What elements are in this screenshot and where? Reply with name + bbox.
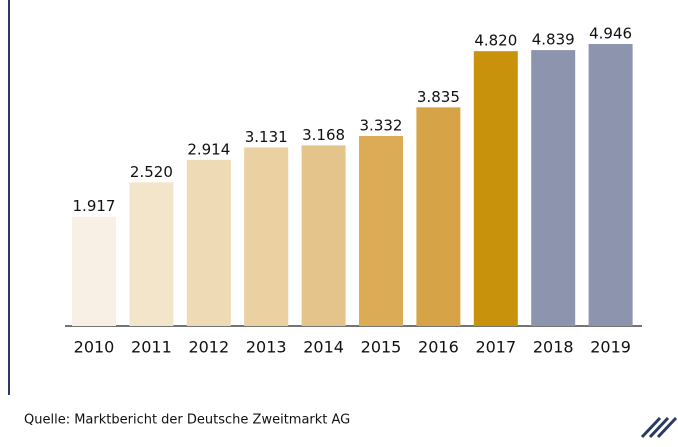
x-tick-label: 2018	[533, 338, 574, 357]
x-tick-label: 2011	[131, 338, 172, 357]
bar	[531, 50, 576, 327]
x-tick-label: 2012	[188, 338, 229, 357]
x-tick-label: 2014	[303, 338, 344, 357]
bar	[186, 159, 231, 326]
source: Quelle: Marktbericht der Deutsche Zweitm…	[24, 413, 350, 428]
bar	[473, 51, 518, 326]
value-label: 2.914	[187, 140, 230, 158]
logo	[640, 416, 678, 439]
bar	[359, 136, 403, 326]
x-tick-label: 2019	[590, 338, 631, 357]
x-tick-label: 2017	[475, 338, 516, 357]
bar	[301, 145, 346, 326]
value-label: 1.917	[73, 197, 116, 215]
bar	[244, 147, 289, 326]
value-label: 3.131	[245, 128, 288, 146]
bar	[588, 44, 633, 326]
x-tick-label: 2016	[418, 338, 459, 357]
value-label: 2.520	[130, 163, 173, 181]
bar	[129, 182, 174, 326]
value-label: 4.839	[532, 31, 575, 49]
x-tick-label: 2015	[361, 338, 402, 357]
x-tick-label: 2013	[246, 338, 287, 357]
value-label: 3.168	[302, 126, 345, 144]
bar	[72, 216, 116, 326]
value-label: 4.946	[589, 25, 632, 43]
x-tick-label: 2010	[74, 338, 115, 357]
value-label: 4.820	[474, 32, 517, 50]
value-label: 3.332	[360, 117, 403, 135]
value-label: 3.835	[417, 88, 460, 106]
bar	[416, 107, 461, 327]
